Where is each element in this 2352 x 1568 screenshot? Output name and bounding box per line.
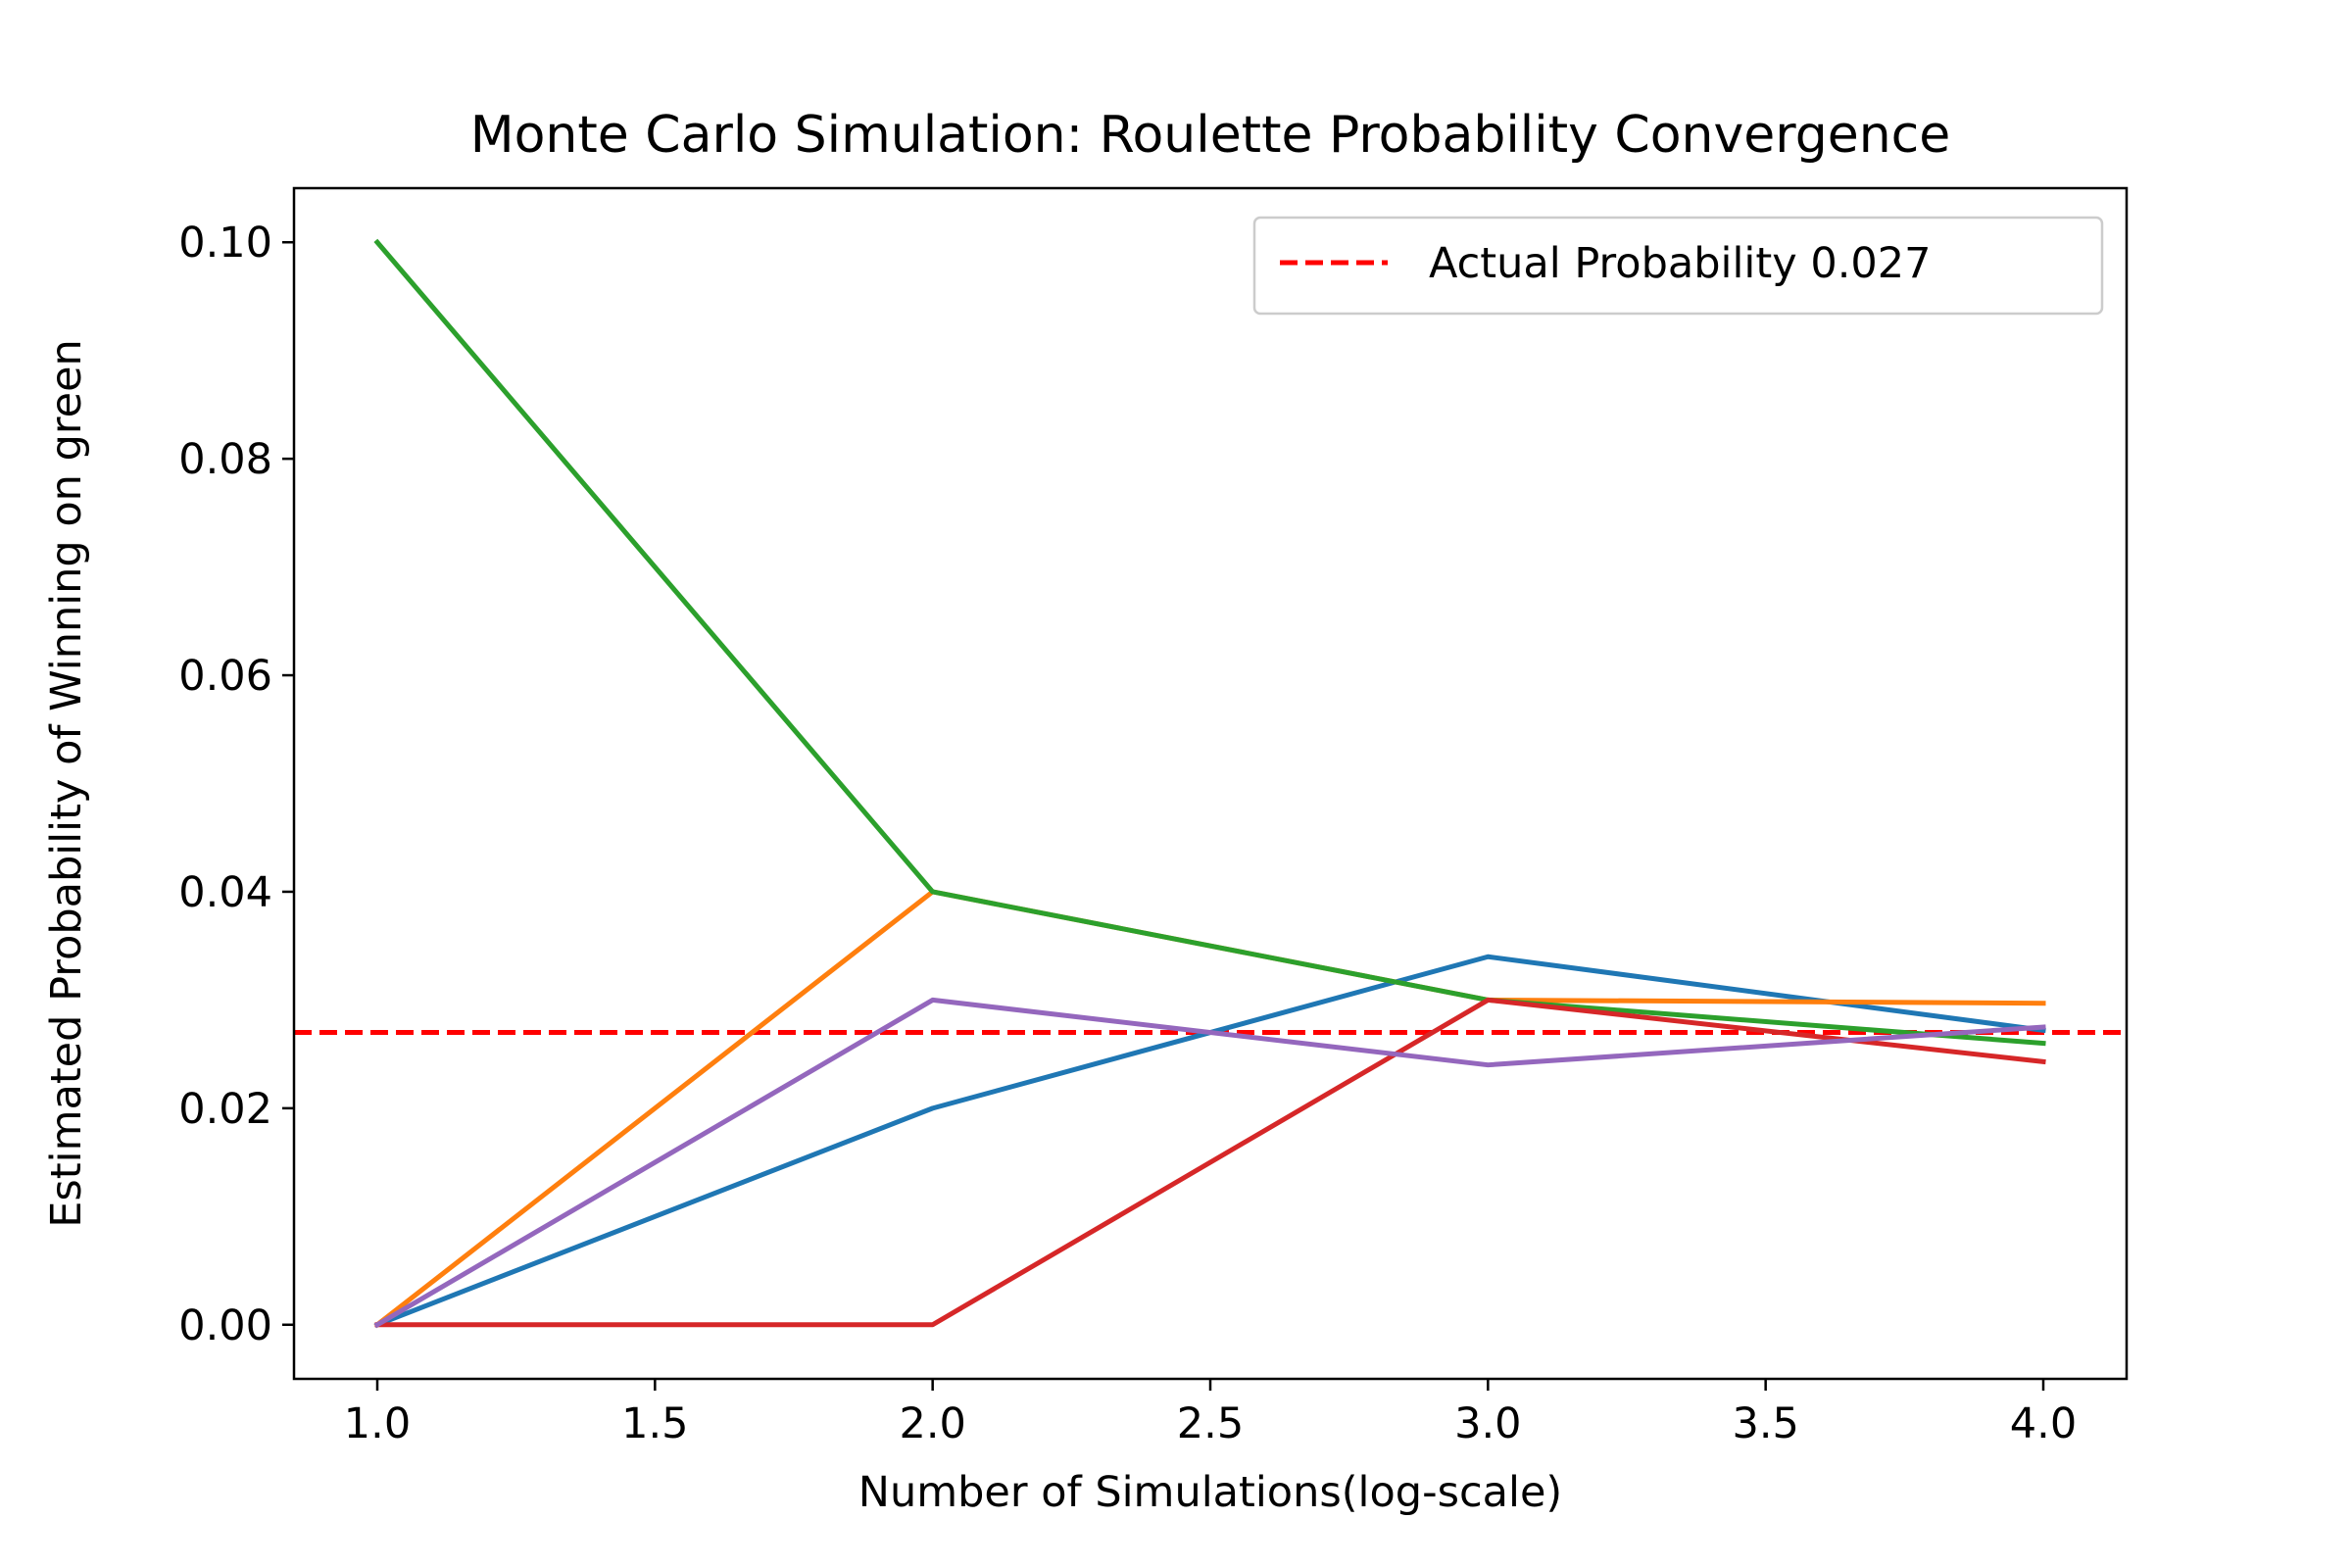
x-tick-label: 2.0 — [899, 1399, 965, 1448]
series-layer — [373, 238, 2046, 1329]
y-tick-label: 0.06 — [178, 652, 272, 701]
series-line-3 — [373, 238, 2046, 1047]
legend-label-actual-probability: Actual Probability 0.027 — [1429, 239, 1931, 288]
y-tick-label: 0.02 — [178, 1085, 272, 1134]
x-ticks: 1.0 1.5 2.0 2.5 3.0 3.5 4.0 — [344, 1379, 2077, 1448]
x-axis-label: Number of Simulations(log-scale) — [858, 1468, 1562, 1517]
legend-box — [1252, 216, 2104, 316]
chart-title: Monte Carlo Simulation: Roulette Probabi… — [470, 106, 1951, 165]
x-tick-label: 3.0 — [1454, 1399, 1521, 1448]
x-tick-label: 3.5 — [1732, 1399, 1798, 1448]
y-tick-label: 0.04 — [178, 868, 272, 917]
series-line-4 — [374, 997, 2046, 1328]
series-line-5 — [373, 997, 2046, 1329]
y-ticks: 0.00 0.02 0.04 0.06 0.08 0.10 — [178, 219, 294, 1350]
legend: Actual Probability 0.027 — [1252, 216, 2104, 316]
x-tick-label: 1.5 — [621, 1399, 688, 1448]
y-axis-label: Estimated Probability of Winning on gree… — [42, 339, 91, 1228]
x-tick-label: 1.0 — [344, 1399, 411, 1448]
y-tick-label: 0.08 — [178, 435, 272, 484]
x-tick-label: 2.5 — [1177, 1399, 1244, 1448]
x-tick-label: 4.0 — [2010, 1399, 2077, 1448]
y-tick-label: 0.10 — [178, 219, 272, 268]
y-tick-label: 0.00 — [178, 1301, 272, 1350]
